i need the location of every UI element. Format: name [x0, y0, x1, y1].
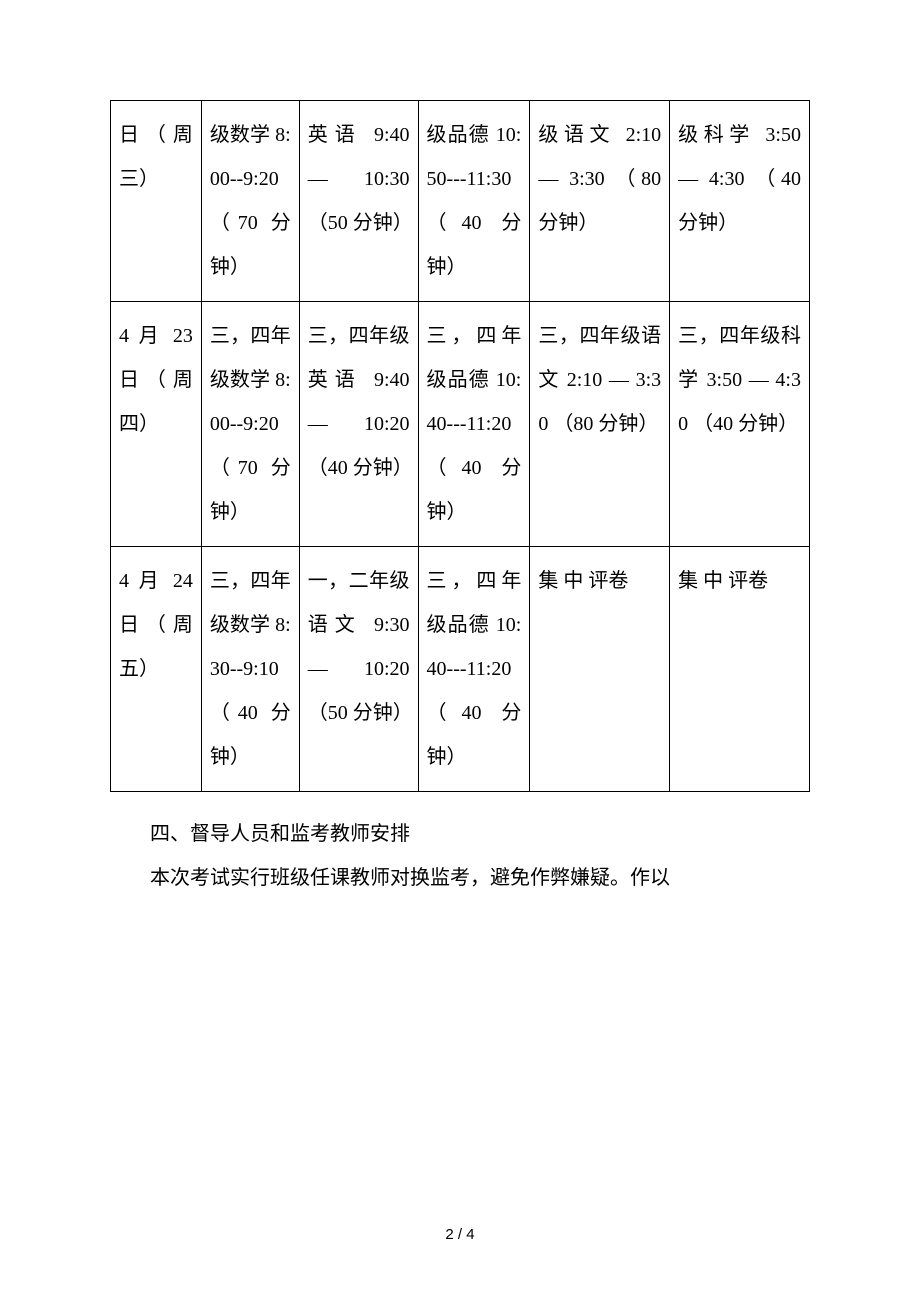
cell-subject: 三，四年级品德 10:40---11:20 （40 分钟） — [418, 547, 530, 792]
page-number: 2 / 4 — [0, 1226, 920, 1243]
table-row: 4 月 23 日（周四） 三，四年级数学 8:00--9:20 （70 分钟） … — [111, 302, 810, 547]
table-row: 4 月 24 日（周五） 三，四年级数学 8:30--9:10 （40 分钟） … — [111, 547, 810, 792]
cell-subject: 三，四年级语文 2:10 — 3:30 （80 分钟） — [530, 302, 670, 547]
body-text: 四、督导人员和监考教师安排 本次考试实行班级任课教师对换监考，避免作弊嫌疑。作以 — [110, 812, 810, 900]
cell-date: 日（周三） — [111, 101, 202, 302]
paragraph-text: 本次考试实行班级任课教师对换监考，避免作弊嫌疑。作以 — [110, 856, 810, 900]
cell-subject: 三，四年级英语 9:40 — 10:20 （40 分钟） — [299, 302, 418, 547]
cell-subject: 三，四年级数学 8:30--9:10 （40 分钟） — [201, 547, 299, 792]
cell-subject: 级科学 3:50 — 4:30 （40 分钟） — [670, 101, 810, 302]
cell-subject: 英语 9:40 — 10:30 （50 分钟） — [299, 101, 418, 302]
cell-date: 4 月 24 日（周五） — [111, 547, 202, 792]
schedule-table: 日（周三） 级数学 8:00--9:20 （70 分钟） 英语 9:40 — 1… — [110, 100, 810, 792]
cell-date: 4 月 23 日（周四） — [111, 302, 202, 547]
cell-subject: 三，四年级数学 8:00--9:20 （70 分钟） — [201, 302, 299, 547]
cell-subject: 三，四年级品德 10:40---11:20 （40 分钟） — [418, 302, 530, 547]
cell-subject: 集 中 评卷 — [670, 547, 810, 792]
cell-subject: 级数学 8:00--9:20 （70 分钟） — [201, 101, 299, 302]
paragraph-heading: 四、督导人员和监考教师安排 — [110, 812, 810, 856]
cell-subject: 集 中 评卷 — [530, 547, 670, 792]
cell-subject: 级语文 2:10 — 3:30 （80 分钟） — [530, 101, 670, 302]
cell-subject: 一，二年级语文 9:30 — 10:20 （50 分钟） — [299, 547, 418, 792]
table-row: 日（周三） 级数学 8:00--9:20 （70 分钟） 英语 9:40 — 1… — [111, 101, 810, 302]
cell-subject: 三，四年级科学 3:50 — 4:30 （40 分钟） — [670, 302, 810, 547]
cell-subject: 级品德 10:50---11:30 （40 分钟） — [418, 101, 530, 302]
